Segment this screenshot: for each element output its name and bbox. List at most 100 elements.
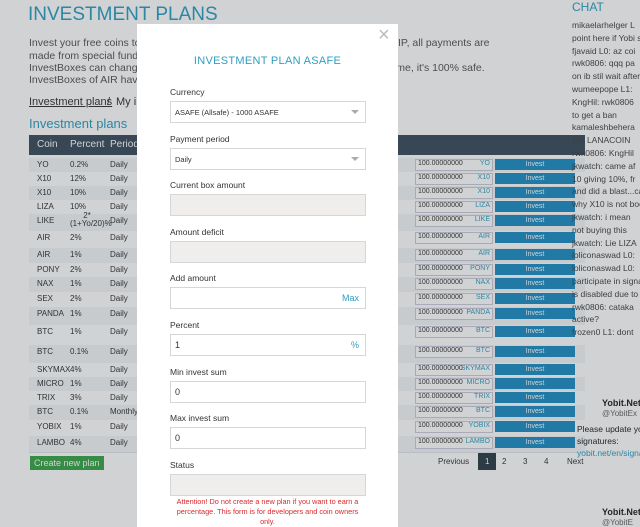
amount: 100.00000000 <box>418 279 463 286</box>
invest-button[interactable]: Invest <box>495 232 575 243</box>
select-field[interactable]: Daily <box>170 147 366 170</box>
percent: 0.1% <box>70 347 89 356</box>
amount: 100.00000000 <box>418 379 463 386</box>
tweet-link[interactable]: yobit.net/en/signa <box>577 448 640 458</box>
invest-button[interactable]: Invest <box>495 215 575 226</box>
invest-button[interactable]: Invest <box>495 201 575 212</box>
percent: 1% <box>70 379 82 388</box>
invest-button[interactable]: Invest <box>495 437 575 448</box>
amount-input: 100.00000000 LIKE <box>415 215 493 227</box>
coin: X10 <box>37 174 52 183</box>
coin-label: AIR <box>478 233 490 240</box>
coin: MICRO <box>37 379 64 388</box>
field-value: 0 <box>175 433 181 444</box>
coin: LIZA <box>37 202 54 211</box>
amount: 100.00000000 <box>418 188 463 195</box>
percent: 1% <box>70 327 82 336</box>
tweet-handle: @YobitEx <box>602 409 637 418</box>
chat-line: rwk0806: qqq pa <box>572 58 635 69</box>
invest-button[interactable]: Invest <box>495 293 575 304</box>
disabled-field <box>170 194 366 217</box>
invest-button[interactable]: Invest <box>495 421 575 432</box>
amount: 100.00000000 <box>418 202 463 209</box>
input-field[interactable]: Max <box>170 287 366 310</box>
coin-label: LIKE <box>474 216 490 223</box>
table-header: Period <box>110 139 139 150</box>
chat-line: frozen0 L1: dont <box>572 327 634 338</box>
invest-button[interactable]: Invest <box>495 378 575 389</box>
breadcrumb[interactable]: Investment plans <box>29 96 113 108</box>
period: Daily <box>110 438 128 447</box>
percent: 1% <box>70 309 82 318</box>
invest-button[interactable]: Invest <box>495 278 575 289</box>
amount: 100.00000000 <box>418 407 463 414</box>
input-field[interactable]: 1% <box>170 334 366 356</box>
coin: BTC <box>37 327 53 336</box>
invest-button[interactable]: Invest <box>495 326 575 337</box>
period: Daily <box>110 174 128 183</box>
amount-input: 100.00000000 BTC <box>415 346 493 358</box>
field-label: Status <box>170 459 195 470</box>
select-field[interactable]: ASAFE (Allsafe) - 1000 ASAFE <box>170 101 366 123</box>
modal: INVESTMENT PLAN ASAFE × Currency ASAFE (All… <box>137 24 398 527</box>
chat-line: fjavaid L0: az coi <box>572 45 636 56</box>
disabled-field <box>170 473 366 496</box>
warning: Attention! Do not create a new plan if y… <box>176 497 359 506</box>
period: Daily <box>110 347 128 356</box>
invest-button[interactable]: Invest <box>495 159 575 170</box>
page-link[interactable]: 3 <box>523 457 528 466</box>
period: Daily <box>110 250 128 259</box>
amount-input: 100.00000000 PONY <box>415 264 493 276</box>
invest-button[interactable]: Invest <box>495 264 575 275</box>
chat-line: jkwatch: Lie LIZA <box>572 237 637 248</box>
invest-button[interactable]: Invest <box>495 308 575 319</box>
coin-label: YO <box>479 160 490 167</box>
percent: 2*(1+Yo/20)% <box>70 211 112 228</box>
percent: 3% <box>70 393 82 402</box>
field-value: ASAFE (Allsafe) - 1000 ASAFE <box>175 108 279 117</box>
chat-line: loliconaswad L0: <box>572 263 635 274</box>
amount: 100.00000000 <box>418 393 463 400</box>
amount-input: 100.00000000 X10 <box>415 187 493 199</box>
invest-button[interactable]: Invest <box>495 406 575 417</box>
coin-label: X10 <box>477 174 490 181</box>
input-field[interactable]: 0 <box>170 427 366 450</box>
dropdown-arrow <box>351 110 359 114</box>
invest-button[interactable]: Invest <box>495 249 575 260</box>
amount-input: 100.00000000 SEX <box>415 293 493 305</box>
close-button[interactable]: × <box>378 24 390 46</box>
page-link[interactable]: 4 <box>544 457 549 466</box>
invest-button[interactable]: Invest <box>495 346 575 357</box>
dropdown-arrow <box>351 156 359 161</box>
next-link[interactable]: Next <box>567 457 584 466</box>
amount-input: 100.00000000 SKYMAX <box>415 364 493 376</box>
input-field[interactable]: 0 <box>170 380 366 403</box>
period: Daily <box>110 279 128 288</box>
field-suffix[interactable]: % <box>350 340 359 350</box>
field-suffix[interactable]: Max <box>341 293 359 304</box>
amount-input: 100.00000000 YOBIX <box>415 421 493 433</box>
period: Daily <box>110 216 128 225</box>
invest-button[interactable]: Invest <box>495 392 575 403</box>
coin: YO <box>37 160 49 169</box>
period: Daily <box>110 265 128 274</box>
create-button[interactable]: Create new plan <box>30 456 104 470</box>
table-header: Percent <box>70 139 105 150</box>
chat-line: and did a blast...ca <box>572 186 640 197</box>
page-link[interactable]: 1 <box>478 453 497 470</box>
coin-label: AIR <box>478 250 490 257</box>
coin: AIR <box>37 250 51 259</box>
period: Daily <box>110 202 128 211</box>
page-link[interactable]: 2 <box>502 457 507 466</box>
invest-button[interactable]: Invest <box>495 173 575 184</box>
breadcrumb[interactable]: My i <box>116 96 137 108</box>
percent: 4% <box>70 365 82 374</box>
invest-button[interactable]: Invest <box>495 187 575 198</box>
coin: BTC <box>37 347 53 356</box>
percent: 0.1% <box>70 407 89 416</box>
chat-line: not buying this <box>572 224 627 235</box>
invest-button[interactable]: Invest <box>495 364 575 375</box>
page-link[interactable]: Previous <box>438 457 470 466</box>
tweet-handle: @YobitE <box>602 518 633 527</box>
